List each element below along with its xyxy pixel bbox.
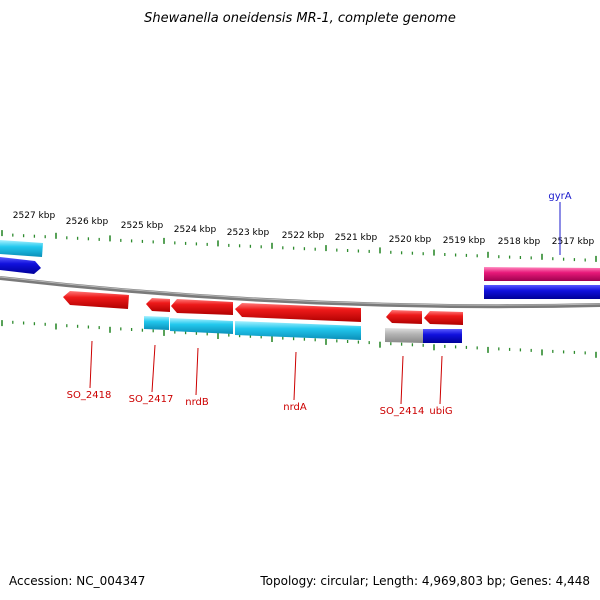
gene-feature-SO_2417-cyan [144,316,169,330]
genome-backbone [0,276,600,309]
accession-text: Accession: NC_004347 [9,574,145,588]
gene-label-nrdB: nrdB [185,397,209,408]
gene-feature-nrdA [235,303,361,322]
position-label: 2521 kbp [335,233,378,243]
position-label: 2523 kbp [227,228,270,238]
genome-summary-text: Topology: circular; Length: 4,969,803 bp… [259,574,590,588]
leader-SO_2414 [400,355,404,405]
map-title: Shewanella oneidensis MR-1, complete gen… [144,11,456,26]
genome-backbone-highlight [0,276,600,306]
gene-label-nrdA: nrdA [283,402,307,413]
gene-feature-ubiG [424,311,463,325]
gene-label-ubiG: ubiG [429,406,452,417]
gene-label-gyrA: gyrA [548,191,571,202]
reverse-features [63,291,463,343]
position-label: 2520 kbp [389,235,432,245]
leader-SO_2417 [151,344,156,393]
position-label: 2525 kbp [121,221,164,231]
gene-feature-nrdB [171,299,233,315]
gene-label-SO_2417: SO_2417 [129,394,174,405]
gene-label-SO_2418: SO_2418 [67,390,112,401]
gene-feature-nrdA-cyan [235,321,361,340]
gene-feature-cyan [0,240,43,257]
gene-feature-SO_2417 [146,298,170,312]
gene-feature-SO_2414 [386,310,422,324]
leader-nrdA [293,351,297,401]
position-label: 2524 kbp [174,225,217,235]
position-ticks-bottom [1,320,597,358]
gene-feature-nrdB-cyan [170,318,233,334]
gene-feature-SO_2418 [63,291,129,309]
leader-ubiG [439,355,443,405]
gene-feature-blue [0,257,41,274]
position-label: 2522 kbp [282,231,325,241]
gene-labels: SO_2418 SO_2417 nrdB nrdA SO_2414 ubiG g… [67,191,572,417]
gene-feature-gyrA-blue [484,285,600,299]
gene-label-SO_2414: SO_2414 [380,406,425,417]
position-label: 2527 kbp [13,211,56,221]
gene-feature-ubiG-blue [423,329,462,343]
position-ticks-top [1,230,597,262]
position-label: 2526 kbp [66,217,109,227]
position-label: 2519 kbp [443,236,486,246]
label-leaders [89,202,561,405]
gene-feature-gyrA-magenta [484,267,600,281]
gene-feature-SO_2414-gray [385,328,423,343]
forward-features [0,240,600,299]
leader-nrdB [195,347,199,396]
position-label: 2518 kbp [498,237,541,247]
leader-SO_2418 [89,340,93,389]
position-label: 2517 kbp [552,237,595,247]
position-labels: 2527 kbp 2526 kbp 2525 kbp 2524 kbp 2523… [13,211,595,247]
